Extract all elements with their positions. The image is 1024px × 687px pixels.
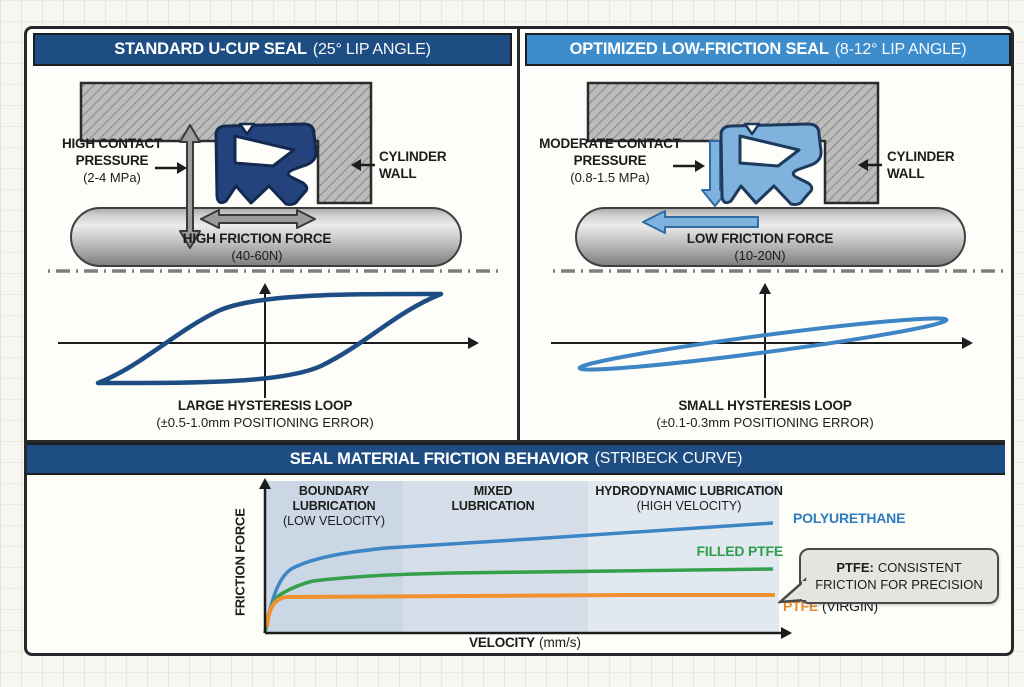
- panel-divider-vertical: [517, 29, 520, 440]
- polyurethane-curve: [263, 521, 774, 634]
- mixed-lubrication-label: MIXED LUBRICATION: [451, 484, 535, 513]
- hydrodynamic-lubrication-zone: [588, 481, 779, 633]
- hydrodynamic-lubrication-label: HYDRODYNAMIC LUBRICATION (HIGH VELOCITY): [595, 484, 783, 513]
- polyurethane-series-label: POLYURETHANE: [793, 510, 906, 526]
- optimized-seal-subtitle: (8-12° LIP ANGLE): [834, 40, 967, 58]
- low-friction-force-label: LOW FRICTION FORCE (10-20N): [686, 231, 834, 263]
- high-friction-double-arrow: [200, 209, 316, 229]
- low-friction-left-arrow: [642, 210, 759, 234]
- large-hysteresis-loop-curve: [95, 291, 444, 386]
- large-hysteresis-loop-label: LARGE HYSTERESIS LOOP (±0.5-1.0mm POSITI…: [156, 398, 374, 430]
- low-friction-seal-profile: [719, 122, 823, 206]
- cylinder-wall-block: [586, 81, 880, 205]
- standard-seal-header: STANDARD U-CUP SEAL (25° LIP ANGLE): [33, 33, 512, 66]
- u-cup-seal-profile: [214, 122, 318, 206]
- hysteresis-y-arrowhead: [759, 283, 771, 294]
- stribeck-header: SEAL MATERIAL FRICTION BEHAVIOR (STRIBEC…: [27, 443, 1005, 475]
- standard-seal-diagram: [48, 81, 503, 398]
- contact-pressure-double-arrow: [179, 124, 201, 249]
- hysteresis-x-arrowhead: [468, 337, 479, 349]
- piston-rod: [70, 207, 462, 267]
- stribeck-subtitle: (STRIBECK CURVE): [594, 450, 743, 467]
- velocity-axis-arrowhead: [781, 627, 792, 639]
- optimized-seal-title: OPTIMIZED LOW-FRICTION SEAL: [569, 40, 829, 58]
- filled-ptfe-curve: [263, 567, 774, 634]
- wall-pointer-arrowhead: [351, 159, 361, 171]
- filled-ptfe-series-label: FILLED PTFE: [696, 543, 784, 559]
- cylinder-wall-label-left: CYLINDER WALL: [379, 149, 447, 181]
- stribeck-chart: [259, 478, 792, 639]
- hysteresis-y-arrowhead: [259, 283, 271, 294]
- small-hysteresis-loop-label: SMALL HYSTERESIS LOOP (±0.1-0.3mm POSITI…: [656, 398, 874, 430]
- standard-seal-subtitle: (25° LIP ANGLE): [312, 40, 431, 58]
- cylinder-wall-block: [79, 81, 373, 205]
- optimized-seal-diagram: [551, 81, 1008, 398]
- moderate-contact-pressure-label: MODERATE CONTACT PRESSURE (0.8-1.5 MPa): [539, 136, 681, 185]
- callout-tail: [778, 577, 808, 604]
- callout-line1: PTFE: CONSISTENT: [836, 560, 962, 575]
- standard-seal-title: STANDARD U-CUP SEAL: [114, 40, 307, 58]
- infographic-card: STANDARD U-CUP SEAL (25° LIP ANGLE) OPTI…: [24, 26, 1014, 656]
- pressure-pointer-arrowhead: [695, 160, 705, 172]
- high-friction-force-label: HIGH FRICTION FORCE (40-60N): [182, 231, 332, 263]
- velocity-axis-label: VELOCITY (mm/s): [469, 635, 581, 650]
- hysteresis-x-arrowhead: [962, 337, 973, 349]
- ptfe-callout-bubble: PTFE: CONSISTENT FRICTION FOR PRECISION: [778, 548, 999, 604]
- high-contact-pressure-label: HIGH CONTACT PRESSURE (2-4 MPa): [61, 136, 163, 185]
- callout-line2: FRICTION FOR PRECISION: [815, 577, 983, 592]
- optimized-seal-header: OPTIMIZED LOW-FRICTION SEAL (8-12° LIP A…: [525, 33, 1011, 66]
- friction-force-axis-label: FRICTION FORCE: [232, 508, 248, 616]
- cylinder-wall-label-right: CYLINDER WALL: [887, 149, 955, 181]
- friction-axis-arrowhead: [259, 478, 271, 489]
- pressure-pointer-arrowhead: [177, 162, 187, 174]
- stribeck-title: SEAL MATERIAL FRICTION BEHAVIOR: [289, 449, 589, 468]
- ptfe-virgin-curve: [265, 593, 776, 628]
- panel-divider-horizontal: [27, 440, 1005, 443]
- small-hysteresis-loop-curve: [577, 316, 949, 372]
- wall-pointer-arrowhead: [858, 159, 868, 171]
- mixed-lubrication-zone: [403, 481, 588, 633]
- boundary-lubrication-label: BOUNDARY LUBRICATION (LOW VELOCITY): [282, 484, 386, 528]
